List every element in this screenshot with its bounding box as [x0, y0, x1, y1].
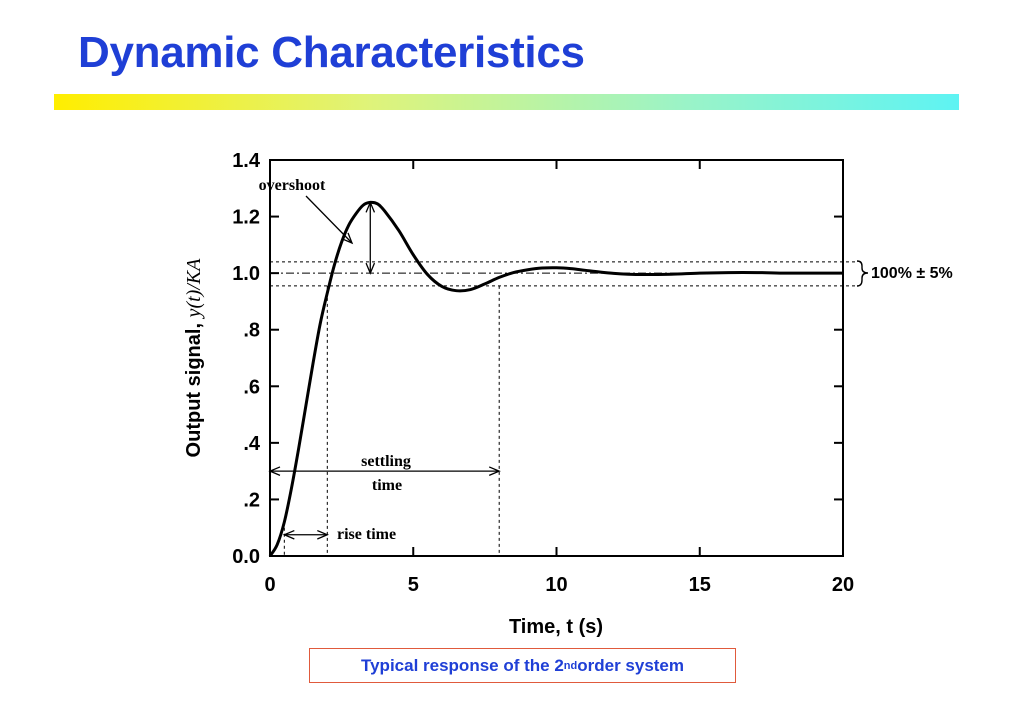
rise-time-arrow-head-start [282, 529, 295, 540]
x-tick-label: 10 [545, 574, 567, 596]
y-tick-label: 1.4 [232, 150, 261, 172]
y-tick-label: .8 [243, 320, 260, 342]
caption-text-end: order system [577, 655, 685, 675]
rise-time-annotation: rise time [337, 526, 396, 543]
overshoot-leader-head [341, 232, 354, 245]
plot-frame [269, 159, 844, 557]
x-tick-label: 5 [408, 574, 419, 596]
y-tick-label: .4 [243, 433, 261, 455]
y-tick-label: 0.0 [232, 546, 260, 568]
y-tick-label: 1.0 [232, 263, 260, 285]
settling-annotation-line1: settling [361, 453, 411, 470]
x-axis-label: Time, t (s) [509, 616, 603, 638]
slide-title: Dynamic Characteristics [78, 28, 585, 77]
tolerance-band-brace [856, 260, 869, 287]
rise-time-arrow-head-end [317, 529, 329, 540]
settling-annotation-line2: time [372, 477, 402, 494]
x-tick-label: 20 [832, 574, 854, 596]
caption-superscript: nd [563, 659, 578, 672]
x-tick-label: 15 [689, 574, 711, 596]
tolerance-band-label: 100% ± 5% [871, 265, 953, 282]
caption-text-start: Typical response of the 2 [360, 655, 564, 675]
y-tick-label: .2 [243, 489, 260, 511]
response-curve [268, 200, 843, 557]
overshoot-annotation: overshoot [259, 177, 326, 194]
x-tick-label: 0 [264, 574, 275, 596]
title-gradient-bar [54, 94, 959, 110]
y-axis-label: Output signal, y(t)/KA [183, 258, 205, 458]
overshoot-arrow-head-end [365, 262, 376, 275]
y-tick-label: 1.2 [232, 207, 260, 229]
y-tick-label: .6 [243, 376, 260, 398]
settling-time-arrow-head-end [488, 466, 501, 476]
